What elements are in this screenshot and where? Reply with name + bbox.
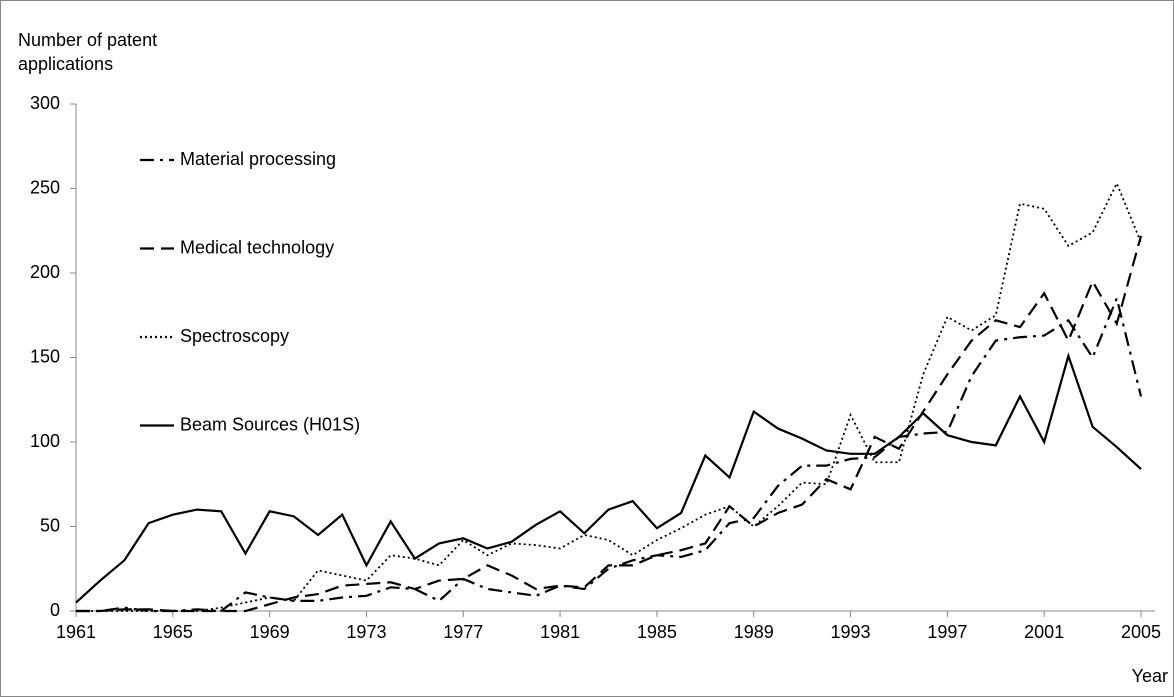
series-line bbox=[76, 181, 1142, 612]
legend-label: Spectroscopy bbox=[180, 326, 289, 346]
series-line bbox=[76, 294, 1143, 613]
legend-label: Material processing bbox=[180, 149, 336, 169]
legend-label: Medical technology bbox=[180, 237, 334, 257]
y-tick-label: 0 bbox=[50, 600, 60, 620]
x-tick-label: 1989 bbox=[734, 622, 774, 642]
x-tick-label: 2001 bbox=[1024, 622, 1064, 642]
series-line bbox=[75, 352, 1142, 604]
y-tick-label: 100 bbox=[30, 431, 60, 451]
x-tick-label: 2005 bbox=[1121, 622, 1161, 642]
y-tick-label: 300 bbox=[30, 93, 60, 113]
y-tick-label: 150 bbox=[30, 346, 60, 366]
series-line bbox=[76, 235, 1143, 613]
x-tick-label: 1977 bbox=[443, 622, 483, 642]
x-tick-label: 1969 bbox=[250, 622, 290, 642]
x-tick-label: 1993 bbox=[831, 622, 871, 642]
y-tick-label: 50 bbox=[40, 515, 60, 535]
x-tick-label: 1965 bbox=[153, 622, 193, 642]
x-axis-label: Year bbox=[1132, 666, 1168, 686]
y-tick-label: 250 bbox=[30, 177, 60, 197]
x-tick-label: 1985 bbox=[637, 622, 677, 642]
x-tick-label: 1997 bbox=[927, 622, 967, 642]
y-axis-label: Number of patent applications bbox=[18, 30, 158, 74]
x-tick-label: 1981 bbox=[540, 622, 580, 642]
x-tick-label: 1973 bbox=[346, 622, 386, 642]
x-tick-label: 1961 bbox=[56, 622, 96, 642]
legend-label: Beam Sources (H01S) bbox=[180, 414, 360, 434]
y-tick-label: 200 bbox=[30, 262, 60, 282]
